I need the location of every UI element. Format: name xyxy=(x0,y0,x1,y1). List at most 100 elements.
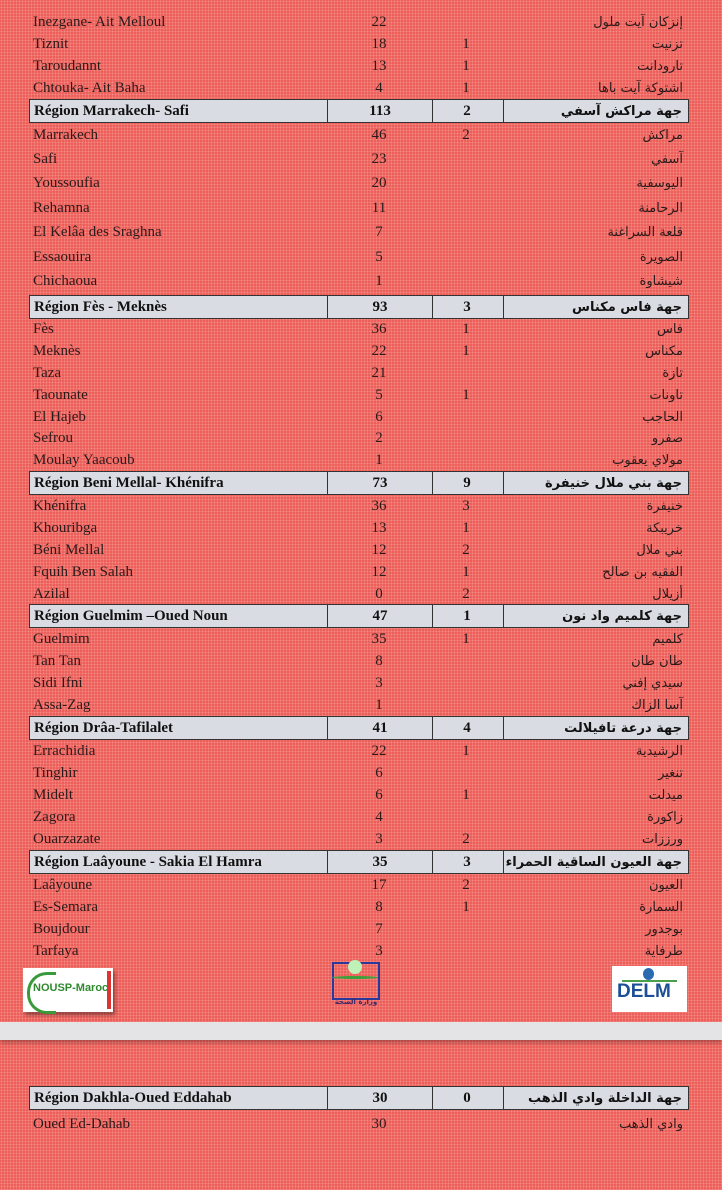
province-row: Taroudannt 13 1 تارودانت xyxy=(29,55,689,77)
province-count: 2 xyxy=(462,876,470,893)
province-total: 3 xyxy=(375,674,383,691)
province-name-ar: طان طان xyxy=(631,653,683,669)
province-total: 30 xyxy=(371,1115,387,1132)
province-row: Meknès 22 1 مكناس xyxy=(29,341,689,363)
province-row: Rehamna 11 الرحامنة xyxy=(29,196,689,220)
province-name-ar: وادي الذهب xyxy=(618,1116,683,1132)
province-total: 2 xyxy=(375,430,383,447)
region-total: 41 xyxy=(327,717,433,739)
province-name-ar: اشتوكة آيت باها xyxy=(598,80,683,96)
province-name-fr: Taza xyxy=(33,364,62,381)
province-name-fr: Rehamna xyxy=(33,199,90,216)
province-row: Laâyoune 17 2 العيون xyxy=(29,874,689,896)
province-total: 13 xyxy=(371,57,387,74)
province-total: 4 xyxy=(375,79,383,96)
province-total: 7 xyxy=(375,920,383,937)
province-name-fr: Es-Semara xyxy=(33,898,98,915)
region-block: Région Dakhla-Oued Eddahab 30 0 جهة الداخلة… xyxy=(29,1086,689,1138)
province-count: 1 xyxy=(462,898,470,915)
province-total: 22 xyxy=(371,742,387,759)
province-row: Sefrou 2 صفرو xyxy=(29,428,689,450)
province-count: 1 xyxy=(462,79,470,96)
province-row: Tan Tan 8 طان طان xyxy=(29,650,689,672)
region-header-row: Région Fès - Meknès 93 3 جهة فاس مكناس xyxy=(29,295,689,319)
province-row: Zagora 4 زاكورة xyxy=(29,806,689,828)
province-name-fr: Khénifra xyxy=(33,497,87,514)
region-block: Inezgane- Ait Melloul 22 إنزكان آيت ملول Ti… xyxy=(29,11,689,99)
province-row: Chichaoua 1 شيشاوة xyxy=(29,269,689,293)
province-name-fr: Khouribga xyxy=(33,519,98,536)
province-total: 36 xyxy=(371,497,387,514)
province-total: 8 xyxy=(375,652,383,669)
province-row: Tinghir 6 تنغير xyxy=(29,762,689,784)
province-name-ar: تازة xyxy=(662,365,683,381)
province-count: 2 xyxy=(462,126,470,143)
province-name-ar: الرحامنة xyxy=(638,200,683,216)
province-row: Khouribga 13 1 خريبكة xyxy=(29,517,689,539)
province-count: 1 xyxy=(462,519,470,536)
province-total: 6 xyxy=(375,764,383,781)
province-name-ar: العيون xyxy=(648,877,683,893)
province-count: 1 xyxy=(462,630,470,647)
province-name-fr: Ouarzazate xyxy=(33,830,101,847)
province-row: Essaouira 5 الصويرة xyxy=(29,245,689,269)
province-name-ar: طرفاية xyxy=(644,943,683,959)
province-total: 18 xyxy=(371,35,387,52)
region-name-fr: Région Drâa-Tafilalet xyxy=(34,719,174,736)
region-total: 73 xyxy=(327,472,433,494)
region-name-ar: جهة فاس مكناس xyxy=(572,299,682,315)
province-name-fr: Zagora xyxy=(33,808,76,825)
province-total: 1 xyxy=(375,452,383,469)
province-total: 11 xyxy=(371,199,387,216)
ministry-of-health-logo: وزارة الصحة xyxy=(330,960,382,1018)
province-row: Errachidia 22 1 الرشيدية xyxy=(29,740,689,762)
province-name-ar: تارودانت xyxy=(637,58,683,74)
province-total: 1 xyxy=(375,273,383,290)
province-name-ar: مراكش xyxy=(642,127,683,143)
province-row: Azilal 0 2 أزيلال xyxy=(29,583,689,605)
province-count: 1 xyxy=(462,563,470,580)
region-name-fr: Région Marrakech- Safi xyxy=(34,102,189,119)
province-name-ar: الحاجب xyxy=(642,409,683,425)
province-name-ar: صفرو xyxy=(651,431,683,447)
region-count: 9 xyxy=(431,472,504,494)
province-name-fr: Taounate xyxy=(33,386,88,403)
province-name-fr: El Kelâa des Sraghna xyxy=(33,224,162,241)
region-total: 113 xyxy=(327,100,433,122)
province-name-fr: Chtouka- Ait Baha xyxy=(33,79,146,96)
region-total: 93 xyxy=(327,296,433,318)
province-name-ar: الرشيدية xyxy=(636,743,683,759)
province-count: 1 xyxy=(462,786,470,803)
province-name-fr: Laâyoune xyxy=(33,876,93,893)
region-count: 2 xyxy=(431,100,504,122)
province-count: 2 xyxy=(462,830,470,847)
province-total: 46 xyxy=(371,126,387,143)
province-name-fr: Taroudannt xyxy=(33,57,102,74)
province-total: 20 xyxy=(371,175,387,192)
province-row: Chtouka- Ait Baha 4 1 اشتوكة آيت باها xyxy=(29,77,689,99)
province-row: Midelt 6 1 ميدلت xyxy=(29,784,689,806)
province-row: Oued Ed-Dahab 30 وادي الذهب xyxy=(29,1110,689,1138)
province-count: 1 xyxy=(462,57,470,74)
province-name-ar: الفقيه بن صالح xyxy=(602,564,683,580)
province-row: Guelmim 35 1 كلميم xyxy=(29,628,689,650)
province-name-fr: Azilal xyxy=(33,585,70,602)
region-name-fr: Région Beni Mellal- Khénifra xyxy=(34,474,224,491)
province-total: 4 xyxy=(375,808,383,825)
region-count: 4 xyxy=(431,717,504,739)
page-separator xyxy=(0,1022,722,1040)
province-name-ar: قلعة السراغنة xyxy=(607,225,683,241)
province-row: Fquih Ben Salah 12 1 الفقيه بن صالح xyxy=(29,561,689,583)
province-name-fr: Safi xyxy=(33,151,58,168)
province-name-fr: Boujdour xyxy=(33,920,90,937)
region-total: 35 xyxy=(327,851,433,873)
province-name-fr: Assa-Zag xyxy=(33,696,91,713)
region-block: Région Fès - Meknès 93 3 جهة فاس مكناس Fès 36… xyxy=(29,295,689,472)
province-name-ar: بوجدور xyxy=(645,921,683,937)
province-row: Assa-Zag 1 آسا الزاك xyxy=(29,694,689,716)
region-block: Région Beni Mellal- Khénifra 73 9 جهة بني م… xyxy=(29,471,689,605)
province-name-fr: Essaouira xyxy=(33,248,92,265)
province-name-ar: الصويرة xyxy=(639,249,683,265)
province-count: 1 xyxy=(462,35,470,52)
province-name-ar: مولاي يعقوب xyxy=(612,453,683,469)
